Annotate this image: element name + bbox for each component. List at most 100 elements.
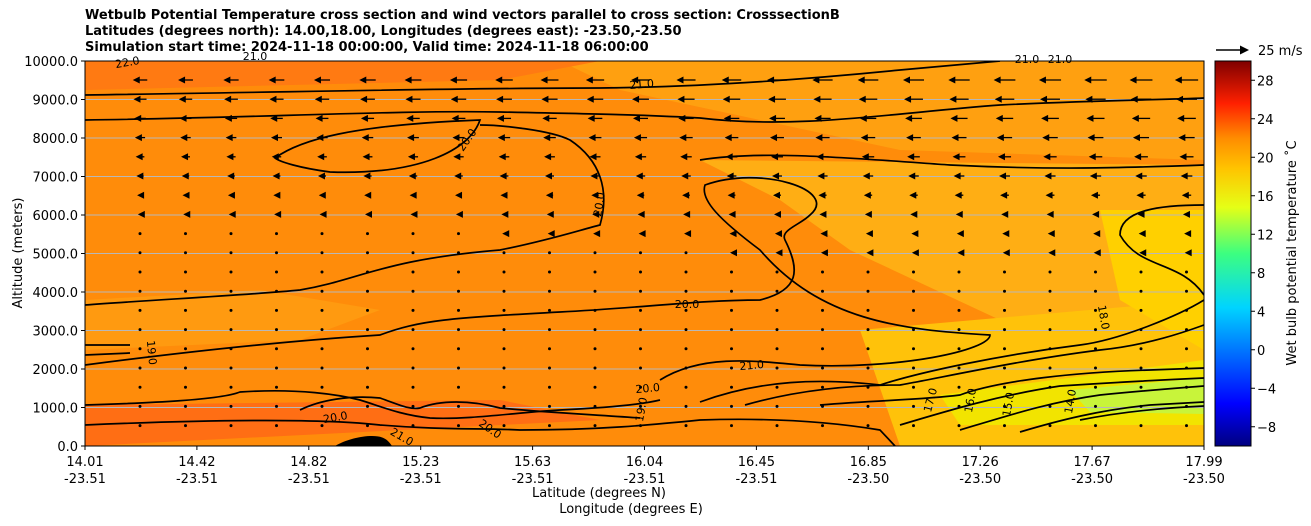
wind-vector-dot [639,385,642,389]
wind-vector-dot [1094,424,1097,428]
wind-vector-head [226,153,234,161]
wind-vector-dot [1048,366,1052,370]
wind-vector-head [996,134,1004,142]
wind-vector-head [360,95,368,103]
wind-vector-dot [320,366,324,370]
wind-vector-head [767,76,775,84]
wind-vector-head [1086,114,1094,122]
wind-vector-dot [229,404,233,408]
colorbar-tick-label: 12 [1257,228,1274,243]
wind-vector-dot [730,424,733,428]
wind-vector-dot [1094,385,1097,389]
wind-vector-dot [1048,404,1052,408]
wind-vector-dot [1185,424,1188,428]
wind-vector-head [1089,172,1097,180]
wind-vector-head [1177,114,1185,122]
wind-vector-dot [366,232,369,236]
wind-vector-dot [866,270,870,274]
wind-vector-head [770,134,778,142]
wind-vector-head [410,210,418,218]
wind-vector-head [1041,114,1049,122]
y-tick-label: 7000.0 [33,171,79,186]
wind-vector-head [1176,95,1184,103]
wind-vector-dot [184,366,187,370]
wind-vector-head [134,114,142,122]
wind-vector-dot [411,404,415,408]
wind-vector-head [450,95,458,103]
wind-vector-dot [1185,366,1188,370]
wind-vector-dot [775,289,779,293]
wind-vector-head [1047,230,1055,238]
wind-vector-dot [457,232,460,236]
y-tick-label: 6000.0 [33,209,79,224]
wind-vector-head [585,76,593,84]
wind-vector-head [723,114,731,122]
wind-vector-dot [320,232,324,236]
wind-vectors [132,76,1199,428]
wind-vector-dot [957,308,961,312]
wind-vector-dot [912,328,915,332]
wind-vector-dot [593,404,597,408]
wind-vector-dot [1003,328,1006,332]
colorbar-label: Wet bulb potential temperature ˚C [1284,140,1300,365]
wind-vector-head [407,134,415,142]
wind-vector-head [182,191,190,199]
wind-vector-dot [366,251,369,255]
wind-vector-dot [457,404,460,408]
wind-vector-dot [1139,308,1143,312]
wind-vector-head [452,134,460,142]
wind-vector-dot [366,289,369,293]
contour-line [85,418,896,446]
wind-vector-head [681,172,689,180]
wind-vector-dot [138,385,142,389]
x-tick-label-lat: 17.99 [1185,455,1222,470]
wind-vector-head [721,76,729,84]
wind-vector-dot [866,328,870,332]
contour-label: 18.0 [1095,304,1112,330]
wind-vector-head [271,134,279,142]
y-tick-label: 2000.0 [33,363,79,378]
contour-lines [85,61,1204,446]
contour-label: 20.0 [635,381,661,396]
wind-vector-dot [411,424,415,428]
wind-vector-dot [320,328,324,332]
wind-vector-head [866,249,874,257]
wind-vector-head [638,230,646,238]
wind-vector-head [1129,76,1137,84]
wind-vector-dot [457,385,460,389]
wind-vector-head [862,172,870,180]
wind-vector-head [315,114,323,122]
wind-vector-dot [821,328,824,332]
wind-vector-dot [684,270,688,274]
wind-vector-head [729,249,737,257]
wind-vector-dot [229,270,233,274]
wind-vector-dot [1003,347,1006,351]
wind-vector-head [590,172,598,180]
wind-vector-head [815,134,823,142]
wind-vector-head [861,153,869,161]
contour-line [819,367,1204,406]
wind-vector-dot [821,270,824,274]
wind-vector-head [359,76,367,84]
colorbar-ticks: −8 −4 0 4 8 12 16 20 24 28 [1251,74,1276,436]
wind-vector-head [635,172,643,180]
wind-vector-dot [593,308,597,312]
wind-vector-dot [548,308,551,312]
wind-vector-dot [229,347,233,351]
wind-vector-dot [411,347,415,351]
wind-vector-head [407,153,415,161]
wind-vector-dot [548,328,551,332]
wind-vector-dot [1185,404,1188,408]
wind-vector-head [727,191,735,199]
contour-label: 15.0 [1000,391,1017,417]
wind-vector-head [360,114,368,122]
wind-vector-head [1048,249,1056,257]
wind-vector-dot [457,328,460,332]
wind-vector-head [951,134,959,142]
wind-vector-dot [275,289,278,293]
title-line-2: Latitudes (degrees north): 14.00,18.00, … [85,24,682,39]
wind-vector-dot [866,308,870,312]
colorbar [1214,60,1252,447]
wind-vector-dot [1094,289,1097,293]
wind-vector-head [1043,153,1051,161]
